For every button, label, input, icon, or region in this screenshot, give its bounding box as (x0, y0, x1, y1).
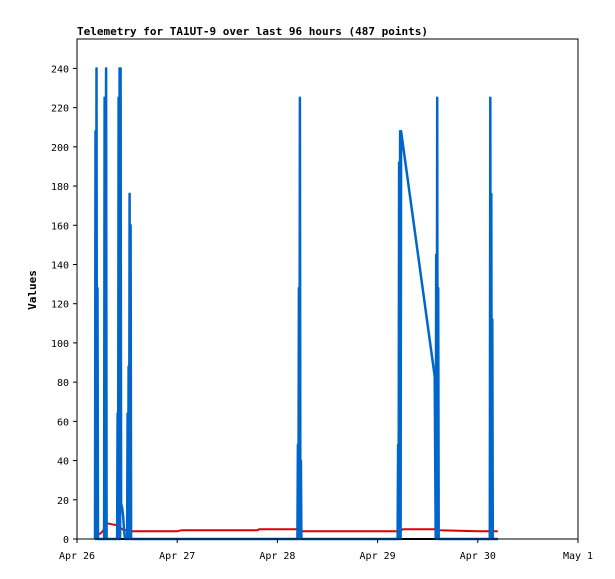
y-tick-label: 160 (51, 221, 69, 232)
x-tick-label: Apr 28 (259, 551, 295, 562)
y-tick-label: 100 (51, 339, 69, 350)
y-tick-label: 80 (57, 378, 69, 389)
y-tick-label: 120 (51, 300, 69, 311)
series-layer (93, 67, 498, 541)
y-axis-label: Values (26, 270, 39, 310)
x-axis: Apr 26 Apr 27 Apr 28 Apr 29 Apr 30 May 1 (59, 539, 593, 562)
chart-title: Telemetry for TA1UT-9 over last 96 hours… (77, 25, 428, 38)
x-tick-label: May 1 (563, 551, 593, 562)
y-tick-label: 140 (51, 260, 69, 271)
y-tick-label: 240 (51, 64, 69, 75)
y-axis: 0 20 40 60 80 100 120 140 160 180 200 220 240 (51, 64, 77, 546)
x-tick-label: Apr 27 (159, 551, 195, 562)
y-tick-label: 0 (63, 535, 69, 546)
y-tick-label: 60 (57, 417, 69, 428)
y-tick-label: 220 (51, 104, 69, 115)
y-tick-label: 40 (57, 457, 69, 468)
plot-frame (76, 38, 579, 540)
x-tick-label: Apr 30 (460, 551, 496, 562)
x-tick-label: Apr 26 (59, 551, 95, 562)
x-tick-label: Apr 29 (360, 551, 396, 562)
y-tick-label: 20 (57, 496, 69, 507)
y-tick-label: 200 (51, 143, 69, 154)
series-line-3 (93, 67, 498, 541)
y-tick-label: 180 (51, 182, 69, 193)
